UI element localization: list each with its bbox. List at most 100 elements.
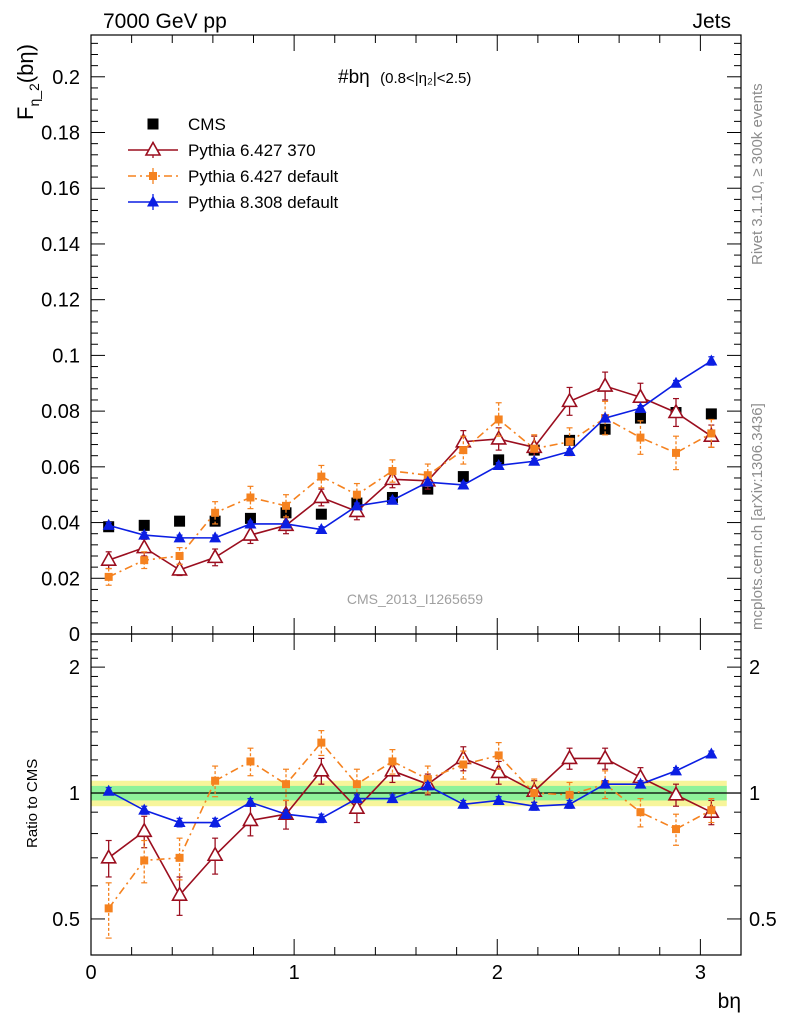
data-point bbox=[280, 807, 292, 819]
legend-entry: CMS bbox=[147, 115, 226, 134]
legend-label: CMS bbox=[188, 115, 226, 134]
data-point bbox=[490, 429, 508, 445]
data-point bbox=[209, 515, 221, 527]
data-point bbox=[457, 471, 469, 483]
data-point bbox=[348, 799, 366, 814]
data-point bbox=[636, 433, 645, 442]
ratio-y-tick-label-right: 2 bbox=[749, 657, 760, 679]
data-point bbox=[100, 848, 118, 864]
legend-marker bbox=[147, 195, 159, 207]
data-point bbox=[565, 790, 574, 799]
data-point bbox=[246, 493, 255, 502]
data-point bbox=[492, 793, 505, 805]
data-point bbox=[565, 437, 574, 446]
data-point bbox=[563, 797, 576, 809]
data-point bbox=[388, 467, 397, 476]
data-point bbox=[209, 816, 222, 828]
main-y-tick-label: 0.16 bbox=[41, 178, 80, 200]
data-point bbox=[705, 408, 717, 420]
plot-title: #bη (0.8<|η₂|<2.5) bbox=[338, 67, 471, 88]
data-point bbox=[135, 538, 153, 554]
data-point bbox=[707, 429, 716, 438]
x-axis-label: bη bbox=[718, 990, 741, 1013]
series-pythia-8-308-default bbox=[102, 747, 718, 828]
data-point bbox=[423, 775, 432, 784]
series-pythia-6-427-default bbox=[104, 730, 716, 939]
data-point bbox=[634, 412, 646, 424]
data-point bbox=[102, 518, 115, 530]
legend-marker bbox=[144, 140, 162, 156]
data-point bbox=[173, 531, 186, 543]
data-point bbox=[528, 454, 541, 466]
main-panel-series bbox=[100, 354, 720, 586]
series-line bbox=[108, 753, 712, 824]
data-point bbox=[634, 401, 647, 413]
main-y-tick-label: 0.04 bbox=[41, 513, 80, 535]
data-point bbox=[140, 856, 149, 865]
data-point bbox=[242, 525, 259, 541]
data-point bbox=[246, 757, 255, 766]
main-y-tick-label: 0.06 bbox=[41, 457, 80, 479]
main-y-tick-label: 0.2 bbox=[52, 67, 80, 89]
ratio-y-tick-label-right: 1 bbox=[749, 783, 760, 805]
data-point bbox=[459, 760, 468, 769]
legend: CMS Pythia 6.427 370 Pythia 6.427 default P… bbox=[128, 115, 339, 212]
data-point bbox=[280, 507, 292, 519]
data-point bbox=[384, 761, 401, 777]
data-point bbox=[140, 556, 149, 565]
data-point bbox=[209, 531, 222, 543]
series-line bbox=[108, 360, 712, 539]
legend-label: Pythia 6.427 370 bbox=[188, 141, 316, 160]
data-point bbox=[388, 757, 397, 766]
data-point bbox=[636, 808, 645, 817]
data-point bbox=[705, 354, 718, 366]
data-point bbox=[350, 499, 363, 511]
svg-text:Fη_2(bη): Fη_2(bη) bbox=[13, 44, 42, 120]
data-point bbox=[352, 780, 361, 789]
data-point bbox=[350, 792, 363, 804]
series-pythia-6-427-370 bbox=[100, 746, 720, 916]
data-point bbox=[670, 764, 682, 776]
data-point bbox=[138, 803, 151, 815]
data-point bbox=[421, 779, 434, 791]
data-point bbox=[102, 784, 115, 796]
data-point bbox=[315, 523, 328, 535]
data-point bbox=[242, 811, 259, 827]
data-point bbox=[670, 376, 682, 388]
ratio-y-tick-label: 1 bbox=[69, 783, 80, 805]
ratio-panel-series bbox=[100, 730, 720, 939]
analysis-watermark: CMS_2013_I1265659 bbox=[347, 591, 483, 607]
ratio-y-axis-label: Ratio to CMS bbox=[24, 759, 41, 848]
data-point bbox=[384, 470, 401, 486]
data-point bbox=[171, 886, 188, 901]
data-point bbox=[459, 446, 468, 455]
legend-label: Pythia 8.308 default bbox=[188, 193, 339, 212]
main-y-tick-label: 0.18 bbox=[41, 123, 80, 145]
data-point bbox=[175, 551, 184, 560]
data-point bbox=[206, 846, 224, 862]
data-point bbox=[244, 517, 257, 529]
legend-entry: Pythia 6.427 370 bbox=[128, 140, 316, 160]
data-point bbox=[352, 490, 361, 499]
data-point bbox=[317, 738, 326, 747]
main-y-tick-label: 0.1 bbox=[52, 345, 80, 367]
legend-label: Pythia 6.427 default bbox=[188, 167, 339, 186]
main-y-tick-label: 0.12 bbox=[41, 290, 80, 312]
data-point bbox=[561, 749, 578, 765]
data-point bbox=[705, 747, 718, 759]
data-point bbox=[175, 853, 184, 862]
data-point bbox=[494, 751, 503, 760]
header-energy-label: 7000 GeV pp bbox=[103, 10, 227, 33]
data-point bbox=[672, 825, 680, 834]
data-point bbox=[667, 785, 685, 801]
axis-ticks: 0 0.02 0.04 0.06 0.08 0.1 0.12 0.14 0.16 0.18 0.2 0… bbox=[41, 35, 777, 984]
data-point bbox=[599, 411, 612, 423]
series-pythia-6-427-default bbox=[104, 400, 716, 586]
legend-marker bbox=[149, 172, 157, 180]
data-point bbox=[528, 799, 541, 811]
data-point bbox=[492, 458, 505, 470]
mcplots-source-label: mcplots.cern.ch [arXiv:1306.3436] bbox=[749, 403, 766, 630]
data-point bbox=[423, 471, 432, 480]
data-point bbox=[100, 551, 118, 566]
